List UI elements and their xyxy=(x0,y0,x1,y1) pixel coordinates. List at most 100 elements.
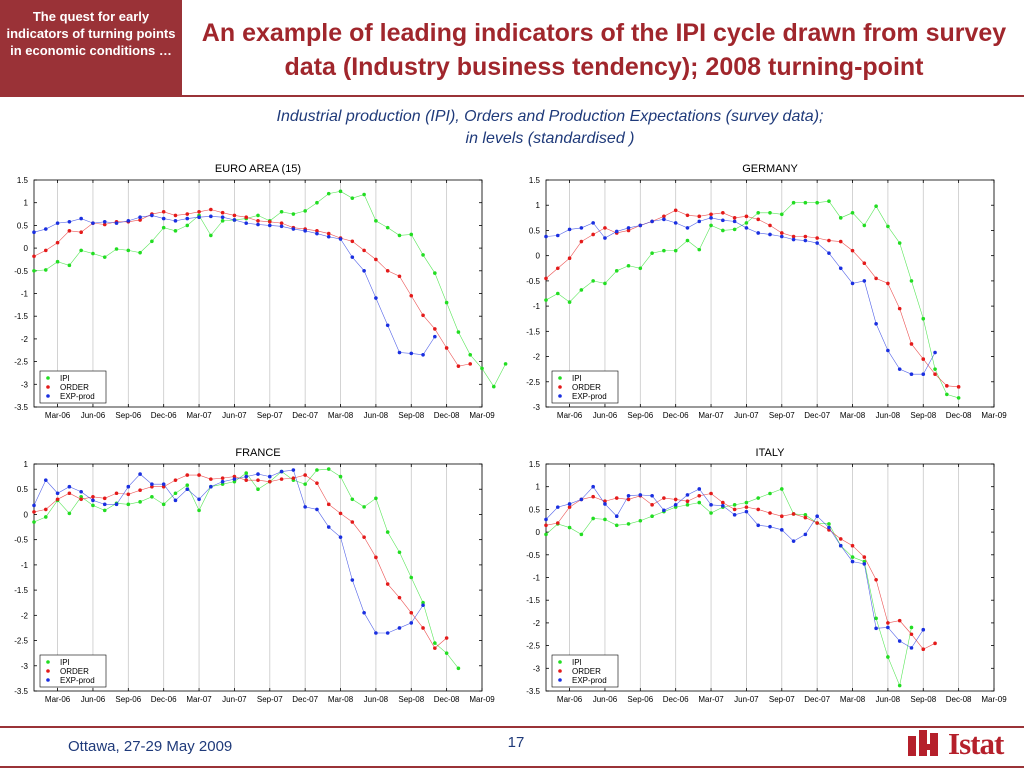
data-point xyxy=(32,269,36,273)
y-tick-label: -3.5 xyxy=(14,403,28,412)
data-point xyxy=(209,207,213,212)
x-tick-label: Dec-08 xyxy=(434,411,460,420)
data-point xyxy=(756,507,761,512)
data-point xyxy=(709,212,713,217)
istat-logo: Istat xyxy=(906,724,1022,764)
data-point xyxy=(150,239,154,244)
y-tick-label: -3 xyxy=(21,662,29,671)
data-point xyxy=(933,641,937,646)
data-point xyxy=(838,216,843,220)
x-tick-label: Jun-07 xyxy=(222,695,247,704)
x-tick-label: Sep-06 xyxy=(627,695,653,704)
data-point xyxy=(362,269,366,273)
data-point xyxy=(862,279,867,283)
x-tick-label: Sep-06 xyxy=(115,695,141,704)
legend-marker xyxy=(46,669,50,673)
x-tick-label: Sep-08 xyxy=(398,411,424,420)
data-point xyxy=(921,627,926,632)
x-tick-label: Dec-07 xyxy=(804,411,830,420)
data-point xyxy=(185,483,190,487)
x-tick-label: Dec-06 xyxy=(663,411,689,420)
data-point xyxy=(650,503,654,507)
data-point xyxy=(721,228,725,233)
data-point xyxy=(921,647,926,652)
x-tick-label: Dec-06 xyxy=(151,411,177,420)
x-tick-label: Sep-06 xyxy=(627,411,653,420)
data-point xyxy=(791,200,796,205)
data-point xyxy=(697,214,702,219)
data-point xyxy=(791,234,796,239)
data-point xyxy=(67,229,72,233)
data-point xyxy=(803,234,808,239)
data-point xyxy=(909,625,914,630)
y-tick-label: -2 xyxy=(21,335,29,344)
data-point xyxy=(721,503,725,508)
x-tick-label: Jun-06 xyxy=(593,695,618,704)
data-point xyxy=(173,213,178,218)
data-point xyxy=(791,237,796,242)
data-point xyxy=(397,626,402,630)
data-point xyxy=(150,494,154,499)
data-point xyxy=(433,334,437,339)
data-point xyxy=(232,213,237,218)
data-point xyxy=(444,636,449,640)
data-point xyxy=(921,316,926,321)
data-point xyxy=(886,625,890,630)
data-point xyxy=(874,204,878,209)
data-point xyxy=(326,525,331,529)
data-point xyxy=(650,251,654,255)
y-tick-label: -3 xyxy=(533,664,541,673)
data-point xyxy=(886,655,890,659)
data-point xyxy=(850,281,855,286)
data-point xyxy=(362,535,366,539)
data-point xyxy=(827,199,831,203)
data-point xyxy=(756,217,761,222)
page-title: An example of leading indicators of the … xyxy=(201,19,1007,81)
data-point xyxy=(256,478,260,482)
data-point xyxy=(173,498,178,503)
y-tick-label: -1.5 xyxy=(14,586,28,595)
data-point xyxy=(409,293,414,298)
data-point xyxy=(685,213,690,218)
data-point xyxy=(338,535,343,539)
data-point xyxy=(567,227,572,232)
data-point xyxy=(567,300,572,304)
y-tick-label: -2 xyxy=(533,353,541,362)
data-point xyxy=(397,274,402,279)
legend-marker xyxy=(558,385,562,389)
data-point xyxy=(421,253,425,257)
data-point xyxy=(862,562,867,566)
data-point xyxy=(67,484,72,489)
data-point xyxy=(161,502,166,507)
y-tick-label: -1 xyxy=(533,574,541,583)
data-point xyxy=(161,482,166,486)
data-point xyxy=(732,227,737,232)
data-point xyxy=(874,626,878,631)
data-point xyxy=(385,269,390,273)
data-point xyxy=(956,396,961,400)
x-tick-label: Dec-08 xyxy=(434,695,460,704)
legend-marker xyxy=(558,394,562,398)
data-point xyxy=(744,505,749,509)
data-point xyxy=(744,500,749,505)
data-point xyxy=(685,238,690,243)
data-point xyxy=(650,493,654,498)
x-tick-label: Mar-09 xyxy=(981,695,1007,704)
data-point xyxy=(350,239,355,244)
data-point xyxy=(79,494,83,499)
data-point xyxy=(685,499,690,504)
data-point xyxy=(555,266,560,271)
data-point xyxy=(709,491,713,496)
legend-label: ORDER xyxy=(572,383,601,392)
legend-marker xyxy=(46,376,50,380)
data-point xyxy=(91,503,95,508)
x-tick-label: Mar-07 xyxy=(186,411,212,420)
data-point xyxy=(945,384,949,388)
chart-euro-area: EURO AREA (15) 1.5 1 0.5 0 -0.5 -1 -1.5 -2 -2.5 -3… xyxy=(14,163,508,420)
data-point xyxy=(897,618,902,623)
legend-box xyxy=(551,654,619,688)
data-point xyxy=(374,555,378,560)
y-tick-label: -3.5 xyxy=(526,687,540,696)
page-number: 17 xyxy=(507,734,525,751)
data-point xyxy=(697,487,702,491)
